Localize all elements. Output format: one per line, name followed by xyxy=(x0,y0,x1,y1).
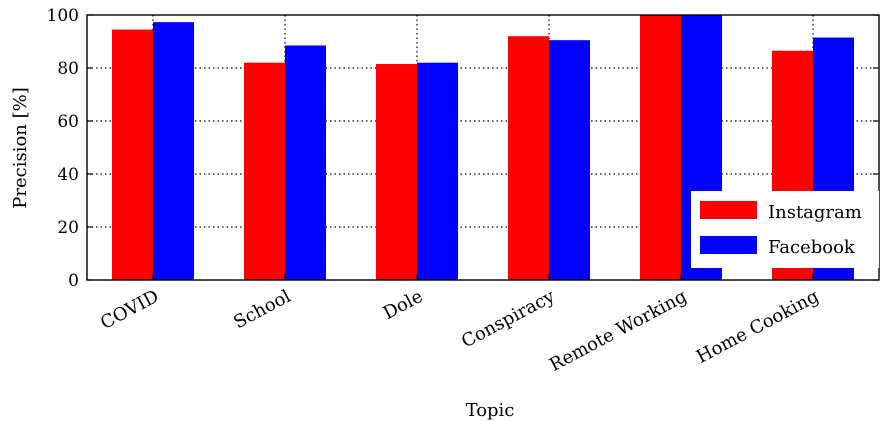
bar-facebook-covid xyxy=(153,22,194,281)
bar-instagram-school xyxy=(244,62,285,281)
bar-facebook-conspiracy xyxy=(549,40,590,280)
bars xyxy=(112,15,854,281)
x-tick-label-school: School xyxy=(230,286,294,333)
y-axis: 0 20 40 60 80 100 xyxy=(47,6,879,291)
legend: Instagram Facebook xyxy=(691,191,879,268)
y-tick-label: 20 xyxy=(57,218,79,238)
legend-label-instagram: Instagram xyxy=(768,202,862,223)
y-tick-label: 100 xyxy=(47,6,79,26)
y-axis-title: Precision [%] xyxy=(10,87,31,209)
plot-frame xyxy=(86,14,880,281)
x-tick-label-conspiracy: Conspiracy xyxy=(458,285,559,352)
bar-instagram-dole xyxy=(376,64,417,281)
legend-label-facebook: Facebook xyxy=(768,237,856,258)
legend-swatch-facebook xyxy=(700,236,757,254)
bar-facebook-school xyxy=(285,45,326,280)
bar-facebook-dole xyxy=(417,62,458,281)
y-tick-label: 0 xyxy=(68,271,79,291)
legend-swatch-instagram xyxy=(700,201,757,219)
x-tick-label-remote-working: Remote Working xyxy=(546,286,690,376)
bar-instagram-covid xyxy=(112,29,153,281)
y-tick-label: 40 xyxy=(57,165,79,185)
x-tick-label-home-cooking: Home Cooking xyxy=(693,286,822,368)
bar-instagram-conspiracy xyxy=(508,36,549,281)
y-tick-label: 80 xyxy=(57,59,79,79)
x-axis-title: Topic xyxy=(466,400,515,421)
x-tick-label-covid: COVID xyxy=(97,286,162,334)
y-tick-label: 60 xyxy=(57,112,79,132)
x-tick-label-dole: Dole xyxy=(380,286,427,324)
bar-instagram-remote-working xyxy=(640,15,681,280)
